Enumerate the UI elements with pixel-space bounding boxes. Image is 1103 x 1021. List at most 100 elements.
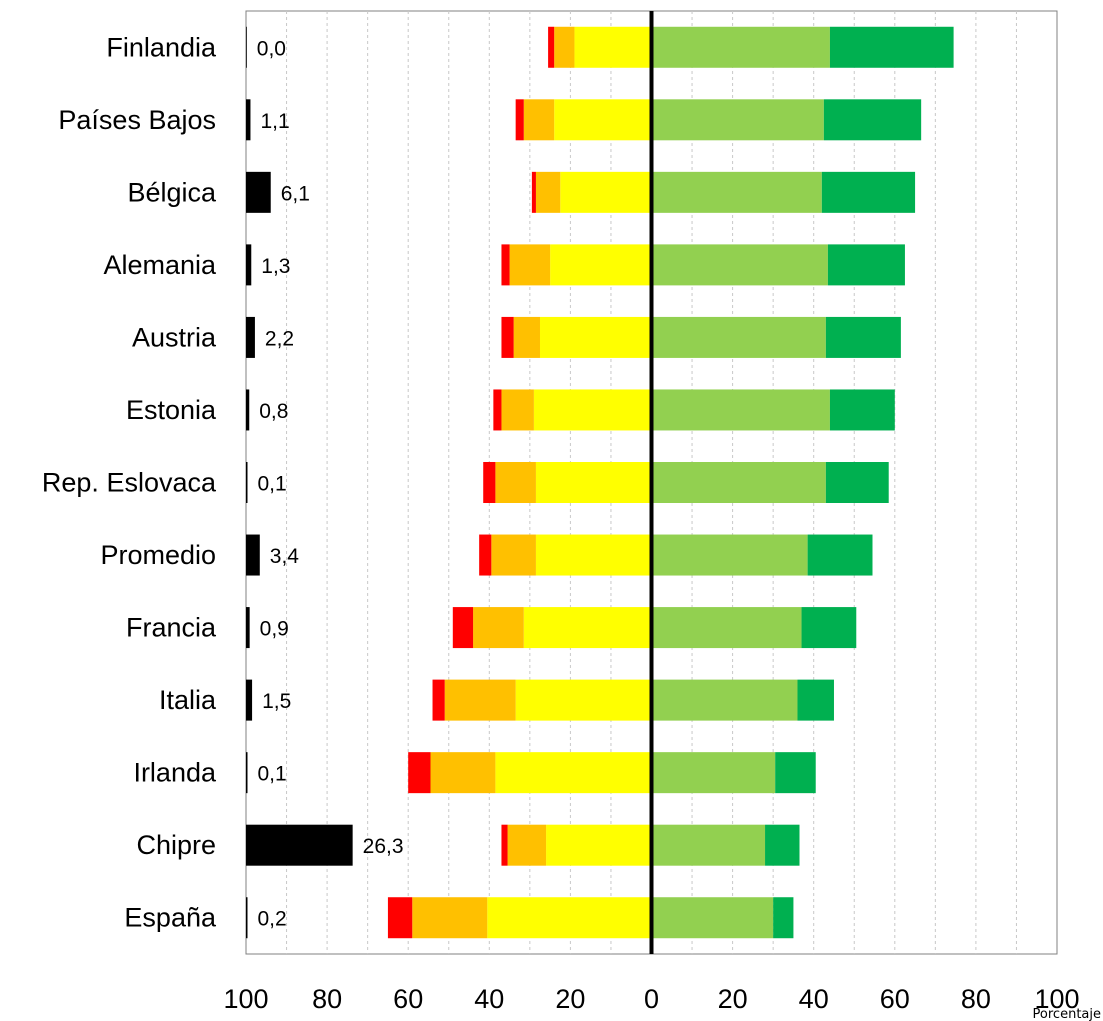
category-label: Francia	[126, 613, 217, 643]
side-bar	[246, 244, 252, 286]
bar-segment-positive	[651, 462, 826, 503]
bar-segment-negative	[501, 824, 508, 866]
side-value-label: 0,2	[258, 908, 287, 931]
bar-segment-negative	[491, 534, 536, 576]
x-tick-label: 0	[644, 984, 659, 1014]
bar-segment-positive	[651, 607, 802, 649]
side-value-label: 1,3	[261, 255, 290, 278]
side-value-label: 1,1	[260, 110, 289, 133]
side-value-label: 26,3	[363, 835, 404, 858]
x-tick-label: 40	[474, 984, 504, 1014]
category-label: Rep. Eslovaca	[42, 468, 217, 498]
bar-segment-negative	[432, 679, 445, 721]
bar-segment-positive	[801, 607, 857, 649]
side-bar	[246, 752, 248, 794]
side-bar	[246, 171, 271, 213]
bar-segment-positive	[807, 534, 873, 576]
bar-segment-positive	[651, 824, 766, 866]
bar-segment-positive	[827, 244, 905, 286]
bar-segment-positive	[651, 389, 830, 431]
category-label: Bélgica	[127, 177, 217, 207]
bar-segment-negative	[493, 389, 502, 431]
bar-segment-positive	[651, 316, 826, 358]
bar-segment-positive	[651, 171, 822, 213]
bar-segment-negative	[501, 244, 510, 286]
x-tick-label: 100	[1034, 984, 1079, 1014]
bar-segment-negative	[483, 462, 496, 503]
bar-segment-negative	[531, 171, 536, 213]
side-value-label: 0,9	[260, 618, 289, 641]
bar-segment-negative	[574, 26, 652, 68]
side-value-label: 0,1	[258, 473, 287, 496]
category-label: Alemania	[103, 250, 217, 280]
side-bar	[246, 679, 253, 721]
bar-segment-negative	[550, 244, 652, 286]
bar-segment-positive	[775, 752, 816, 794]
bar-segment-negative	[473, 607, 524, 649]
bar-segment-positive	[797, 679, 834, 721]
bar-segment-negative	[495, 752, 652, 794]
bar-segment-negative	[546, 824, 652, 866]
bar-segment-negative	[408, 752, 431, 794]
bar-segment-positive	[825, 316, 901, 358]
side-bar	[246, 26, 247, 68]
bar-segment-positive	[651, 244, 828, 286]
x-tick-label: 60	[393, 984, 423, 1014]
bar-segment-positive	[651, 99, 824, 141]
x-tick-label: 100	[223, 984, 268, 1014]
side-value-label: 0,0	[257, 37, 286, 60]
bar-segment-negative	[535, 171, 561, 213]
category-label: España	[124, 903, 217, 933]
bar-segment-negative	[535, 534, 652, 576]
bar-segment-negative	[495, 462, 536, 503]
category-label: Estonia	[126, 395, 217, 425]
category-label: Países Bajos	[58, 105, 216, 135]
bar-segment-negative	[523, 99, 555, 141]
bar-segment-negative	[507, 824, 547, 866]
side-value-label: 2,2	[265, 327, 294, 350]
category-label: Finlandia	[106, 32, 217, 62]
bar-segment-negative	[554, 99, 652, 141]
bar-segment-positive	[829, 26, 954, 68]
bar-segment-negative	[487, 897, 652, 939]
bar-segment-negative	[412, 897, 488, 939]
bar-segment-positive	[773, 897, 794, 939]
x-tick-label: 40	[799, 984, 829, 1014]
x-tick-label: 80	[312, 984, 342, 1014]
x-tick-label: 20	[555, 984, 585, 1014]
bar-segment-positive	[825, 462, 889, 503]
side-value-label: 3,4	[270, 545, 300, 568]
bar-segment-positive	[829, 389, 895, 431]
category-label: Promedio	[100, 540, 216, 570]
side-value-label: 0,1	[258, 763, 287, 786]
side-bar	[246, 534, 260, 576]
category-label: Italia	[159, 685, 217, 715]
side-bar	[246, 389, 250, 431]
bar-segment-negative	[501, 389, 534, 431]
bar-segment-negative	[479, 534, 492, 576]
bar-segment-negative	[515, 679, 652, 721]
side-bar	[246, 897, 248, 939]
bar-segment-positive	[821, 171, 916, 213]
bar-segment-negative	[533, 389, 652, 431]
bar-segment-negative	[539, 316, 652, 358]
bar-segment-positive	[651, 679, 798, 721]
bar-segment-negative	[560, 171, 652, 213]
x-tick-label: 20	[718, 984, 748, 1014]
category-label: Chipre	[136, 830, 216, 860]
bar-segment-negative	[548, 26, 555, 68]
side-value-label: 6,1	[281, 182, 310, 205]
side-bar	[246, 824, 353, 866]
side-value-label: 0,8	[259, 400, 288, 423]
x-axis-label: Porcentaje	[1033, 1007, 1101, 1021]
bar-segment-negative	[509, 244, 551, 286]
bar-segment-negative	[387, 897, 413, 939]
bar-segment-positive	[651, 534, 808, 576]
bar-segment-negative	[452, 607, 474, 649]
bar-segment-negative	[523, 607, 652, 649]
bar-segment-negative	[444, 679, 516, 721]
side-bar	[246, 462, 248, 503]
side-bar	[246, 316, 255, 358]
bar-segment-positive	[765, 824, 800, 866]
